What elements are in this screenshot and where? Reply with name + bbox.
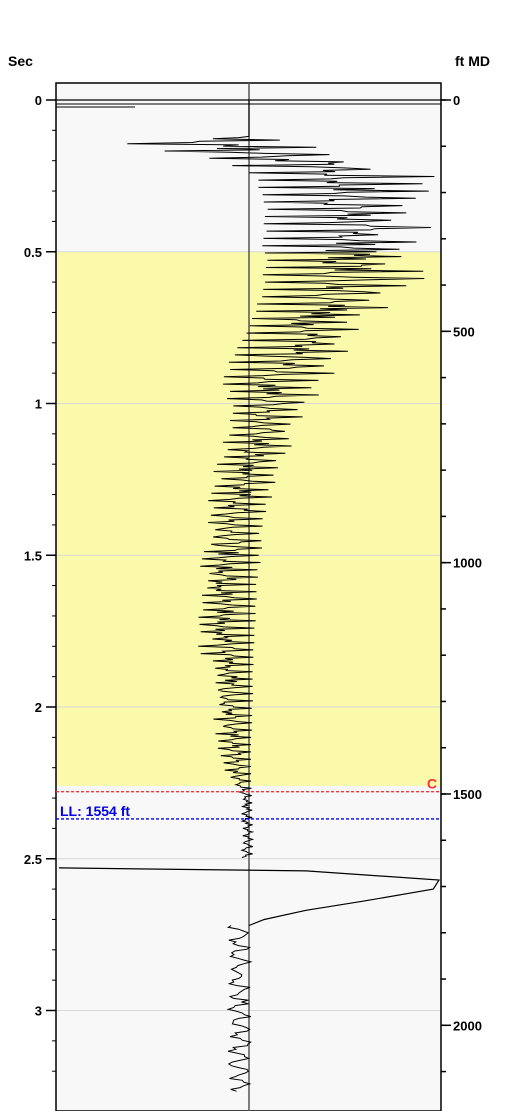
right-tick-label: 500: [453, 324, 475, 339]
trace-spiky-0: [127, 100, 435, 858]
left-tick-label: 0.5: [24, 245, 42, 260]
right-tick-label: 1500: [453, 787, 482, 802]
marker-label-0: C: [427, 776, 437, 792]
left-axis-title: Sec: [8, 53, 33, 69]
right-tick-label: 0: [453, 93, 460, 108]
left-tick-label: 2: [35, 700, 42, 715]
plot-area: 0 0.5 1 1.5 2 2.5 3 0 500 1000 1500 2000 C LL: 1554 f…: [24, 82, 482, 1111]
right-tick-label: 1000: [453, 556, 482, 571]
left-tick-label: 1.5: [24, 548, 42, 563]
left-tick-label: 0: [35, 93, 42, 108]
left-tick-label: 1: [35, 397, 42, 412]
left-tick-label: 3: [35, 1004, 42, 1019]
left-tick-label: 2.5: [24, 852, 42, 867]
marker-label-1: LL: 1554 ft: [60, 803, 130, 819]
right-axis-title: ft MD: [455, 53, 490, 69]
trace-wiggle-2: [226, 925, 253, 1092]
right-tick-label: 2000: [453, 1018, 482, 1033]
trace-curve-1: [58, 867, 441, 927]
